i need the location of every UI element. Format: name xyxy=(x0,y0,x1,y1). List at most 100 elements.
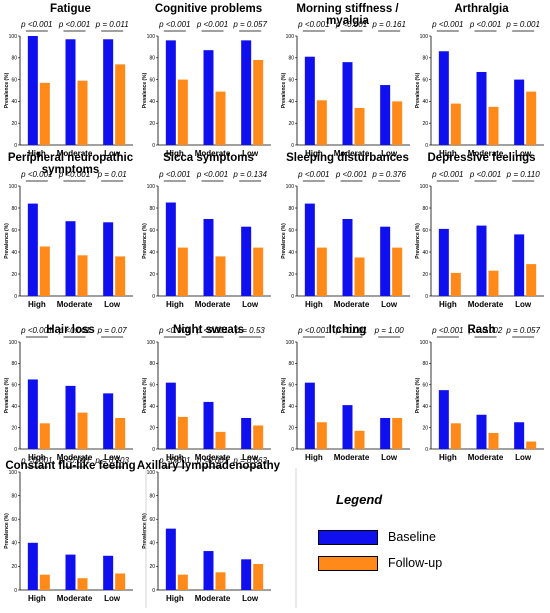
y-tick-label: 80 xyxy=(149,56,155,62)
x-tick-label-high: High xyxy=(439,453,457,462)
y-tick-label: 80 xyxy=(422,206,428,212)
bar-baseline-high xyxy=(438,390,449,449)
x-tick-label-high: High xyxy=(28,594,46,603)
y-tick-label: 20 xyxy=(11,121,17,127)
y-axis-label: Prevalence (%) xyxy=(142,513,148,549)
y-axis-label: Prevalence (%) xyxy=(415,72,421,108)
x-tick-label-moderate: Moderate xyxy=(468,453,504,462)
bar-follow-up-low xyxy=(253,425,264,449)
p-value-high: p <0.001 xyxy=(20,326,52,335)
y-tick-label: 0 xyxy=(291,143,294,149)
y-tick-label: 100 xyxy=(9,34,18,40)
x-tick-label-low: Low xyxy=(381,453,398,462)
chart-title: Cognitive problems xyxy=(155,3,262,15)
p-value-low: p = 0.134 xyxy=(232,170,267,179)
legend-swatch-baseline xyxy=(318,529,378,545)
bar-follow-up-low xyxy=(253,59,264,146)
x-tick-label-low: Low xyxy=(381,149,398,158)
y-tick-label: 40 xyxy=(11,99,17,105)
y-tick-label: 20 xyxy=(11,425,17,431)
y-tick-label: 80 xyxy=(149,361,155,367)
bar-follow-up-high xyxy=(177,79,188,145)
y-tick-label: 40 xyxy=(422,99,428,105)
legend-label-baseline: Baseline xyxy=(388,530,436,544)
p-value-high: p <0.001 xyxy=(158,170,190,179)
p-value-high: p <0.001 xyxy=(20,170,52,179)
chart-constant-flu-like-feeling: Constant flu-like feeling 0 20 40 60 80 100 Pre… xyxy=(4,456,136,603)
y-tick-label: 20 xyxy=(288,425,294,431)
bar-follow-up-moderate xyxy=(77,80,88,145)
y-tick-label: 100 xyxy=(9,470,18,476)
bar-baseline-low xyxy=(380,417,391,449)
bar-baseline-high xyxy=(438,228,449,296)
p-value-low: p = 0.663 xyxy=(232,456,267,465)
y-tick-label: 100 xyxy=(420,340,429,346)
chart-rash: Rash 0 20 40 60 80 100 Prevalence (%) High p <0.0… xyxy=(415,324,544,462)
y-tick-label: 60 xyxy=(11,517,17,523)
x-tick-label-low: Low xyxy=(242,149,259,158)
y-tick-label: 80 xyxy=(288,56,294,62)
bar-follow-up-moderate xyxy=(354,430,365,449)
y-tick-label: 20 xyxy=(11,272,17,278)
bar-baseline-high xyxy=(27,379,38,449)
y-axis-label: Prevalence (%) xyxy=(142,377,148,413)
legend-title: Legend xyxy=(336,492,383,507)
y-tick-label: 0 xyxy=(152,143,155,149)
y-tick-label: 80 xyxy=(288,361,294,367)
bar-follow-up-low xyxy=(526,441,537,449)
bar-baseline-moderate xyxy=(476,414,487,449)
x-tick-label-moderate: Moderate xyxy=(195,453,231,462)
y-axis-label: Prevalence (%) xyxy=(415,223,421,259)
y-tick-label: 40 xyxy=(288,250,294,256)
bar-baseline-high xyxy=(165,528,176,590)
y-tick-label: 100 xyxy=(147,184,156,190)
y-tick-label: 60 xyxy=(149,77,155,83)
y-tick-label: 0 xyxy=(14,588,17,594)
y-axis-label: Prevalence (%) xyxy=(4,223,10,259)
bar-baseline-low xyxy=(514,422,525,449)
bar-follow-up-high xyxy=(39,82,50,145)
p-value-high: p <0.001 xyxy=(297,326,329,335)
p-value-moderate: p <0.001 xyxy=(335,170,367,179)
chart-morning-stiffness-myalgia: Morning stiffness / myalgia 0 20 40 60 80 100 Pr… xyxy=(281,3,410,158)
bar-follow-up-low xyxy=(392,247,403,296)
x-tick-label-moderate: Moderate xyxy=(334,453,370,462)
p-value-low: p = 0.057 xyxy=(505,326,540,335)
bar-baseline-high xyxy=(165,202,176,296)
chart-title: Fatigue xyxy=(50,3,91,15)
p-value-low: p = 0.110 xyxy=(506,170,541,179)
p-value-low: p = 0.07 xyxy=(97,326,128,335)
bar-baseline-low xyxy=(241,417,252,449)
x-tick-label-moderate: Moderate xyxy=(334,300,370,309)
bar-baseline-high xyxy=(304,203,315,296)
p-value-low: p = 0.011 xyxy=(95,20,129,29)
x-tick-label-low: Low xyxy=(515,453,532,462)
p-value-moderate: p <0.001 xyxy=(469,20,501,29)
chart-peripheral-neuropathic-symptoms: Peripheral neuropathic symptoms 0 20 40 60 80 1… xyxy=(4,152,134,309)
y-tick-label: 60 xyxy=(11,228,17,234)
x-tick-label-low: Low xyxy=(104,149,121,158)
bar-follow-up-moderate xyxy=(215,256,226,296)
bar-follow-up-low xyxy=(526,91,537,145)
bar-follow-up-high xyxy=(450,423,461,449)
p-value-moderate: p <0.001 xyxy=(335,326,367,335)
y-tick-label: 100 xyxy=(147,470,156,476)
bar-baseline-moderate xyxy=(65,39,76,145)
x-tick-label-moderate: Moderate xyxy=(468,149,504,158)
x-tick-label-low: Low xyxy=(104,453,121,462)
y-axis-label: Prevalence (%) xyxy=(281,223,287,259)
x-tick-label-low: Low xyxy=(381,300,398,309)
y-tick-label: 0 xyxy=(425,294,428,300)
bar-baseline-low xyxy=(103,393,114,449)
y-tick-label: 40 xyxy=(11,541,17,547)
y-tick-label: 60 xyxy=(288,228,294,234)
p-value-low: p = 0.001 xyxy=(505,20,540,29)
x-tick-label-high: High xyxy=(166,149,184,158)
y-tick-label: 60 xyxy=(149,228,155,234)
bar-baseline-low xyxy=(241,40,252,145)
bar-baseline-moderate xyxy=(342,405,353,449)
y-tick-label: 0 xyxy=(152,294,155,300)
chart-title: Morning stiffness / myalgia xyxy=(296,3,399,27)
x-tick-label-moderate: Moderate xyxy=(57,300,93,309)
bar-follow-up-high xyxy=(316,247,327,296)
